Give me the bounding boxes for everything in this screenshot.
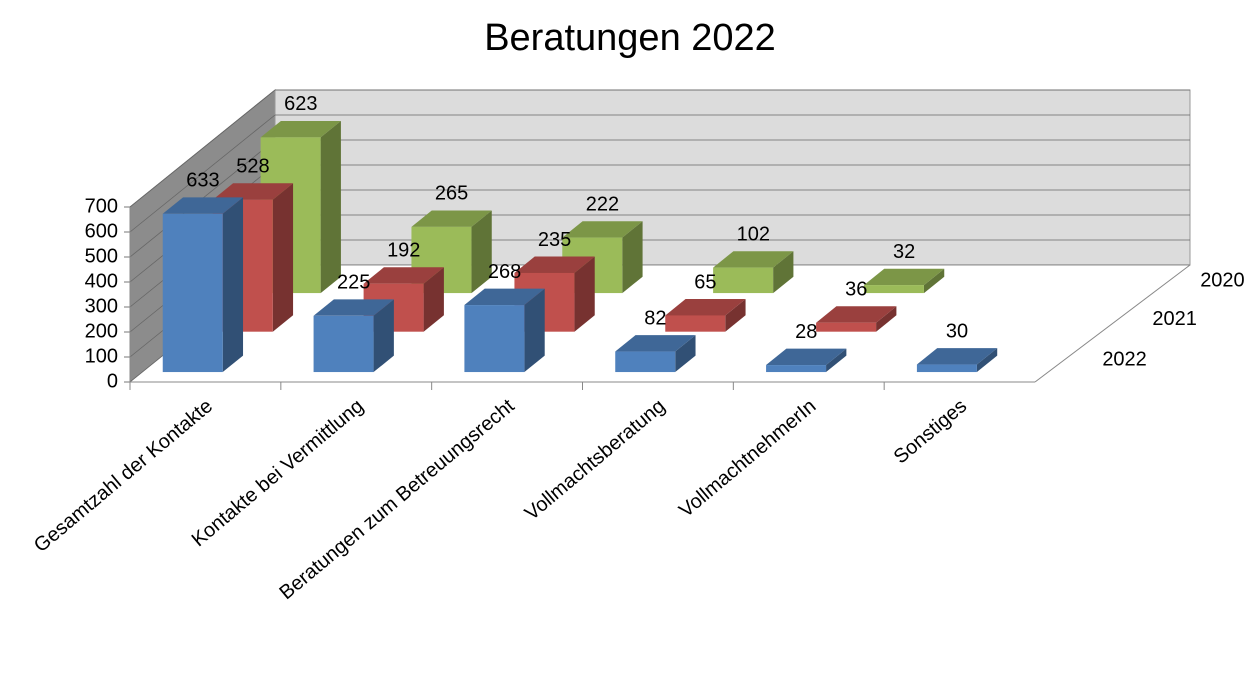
value-label: 102 <box>737 223 770 245</box>
bar <box>916 364 977 373</box>
bar-top <box>863 268 945 286</box>
bar-side <box>574 256 595 332</box>
bar-side <box>222 197 244 373</box>
bar <box>162 213 223 373</box>
y-tick-label: 400 <box>85 270 118 292</box>
value-label: 268 <box>488 261 521 283</box>
bar-side <box>373 299 394 373</box>
bar <box>766 365 827 373</box>
value-label: 265 <box>435 183 468 205</box>
bar <box>863 285 924 294</box>
grid-line <box>129 89 276 208</box>
x-tick-label: Kontakte bei Vermittlung <box>188 395 368 551</box>
value-label: 28 <box>795 321 817 343</box>
bar-top <box>562 221 643 238</box>
value-label: 225 <box>337 272 370 294</box>
bar <box>665 315 726 332</box>
bar-top <box>464 288 545 306</box>
value-label: 36 <box>845 279 867 301</box>
y-tick-label: 200 <box>85 320 118 342</box>
bar-side <box>826 348 847 373</box>
bar <box>464 305 525 373</box>
bar-side <box>773 251 794 294</box>
value-label: 32 <box>893 241 915 263</box>
bar-top <box>665 299 746 316</box>
series-label: 2021 <box>1152 308 1197 330</box>
depth-axis <box>1034 264 1191 383</box>
y-tick-label: 600 <box>85 220 118 242</box>
series-label: 2022 <box>1102 348 1147 370</box>
bar-side <box>524 288 545 373</box>
bar-top <box>766 348 847 366</box>
bar-side <box>423 267 444 332</box>
value-label: 623 <box>284 93 317 115</box>
bar-side <box>876 306 897 332</box>
bar-top <box>363 267 444 284</box>
bar-side <box>976 348 998 373</box>
bar-side <box>725 299 746 332</box>
bar-top <box>162 197 244 214</box>
bar-top <box>713 251 794 268</box>
bar-top <box>313 299 394 316</box>
y-tick-label: 0 <box>107 370 118 392</box>
grid-line <box>129 114 276 233</box>
y-tick-label: 300 <box>85 295 118 317</box>
value-label: 192 <box>387 240 420 262</box>
value-label: 82 <box>644 307 666 329</box>
series-label: 2020 <box>1200 269 1245 291</box>
bar-side <box>320 120 341 294</box>
value-label: 633 <box>186 170 219 192</box>
y-tick-label: 100 <box>85 345 118 367</box>
bar-side <box>675 335 696 373</box>
x-tick-label: Vollmachtsberatung <box>521 395 670 525</box>
bar <box>816 322 877 332</box>
bar-top <box>615 335 696 352</box>
x-tick-label: Beratungen zum Betreuungsrecht <box>275 395 519 604</box>
bar-top <box>916 348 998 365</box>
bar <box>615 351 676 373</box>
bar-side <box>923 268 945 294</box>
value-label: 30 <box>946 320 968 342</box>
chart-title: Beratungen 2022 <box>484 17 776 59</box>
y-tick-label: 700 <box>85 195 118 217</box>
x-tick-label: Sonstiges <box>890 395 971 468</box>
bar-top <box>212 183 294 200</box>
value-label: 222 <box>586 193 619 215</box>
bar-side <box>471 210 492 294</box>
x-tick-label: VollmachtnehmerIn <box>675 395 820 522</box>
value-label: 235 <box>538 229 571 251</box>
y-tick-label: 500 <box>85 245 118 267</box>
bar <box>313 315 374 373</box>
bar-top <box>514 256 595 273</box>
bar-side <box>272 183 294 332</box>
bar-side <box>622 221 643 294</box>
value-label: 528 <box>236 156 269 178</box>
bar-top <box>816 306 897 323</box>
bar-top <box>411 210 492 227</box>
bar-top <box>260 120 341 138</box>
value-label: 65 <box>694 271 716 293</box>
bar <box>713 267 774 294</box>
